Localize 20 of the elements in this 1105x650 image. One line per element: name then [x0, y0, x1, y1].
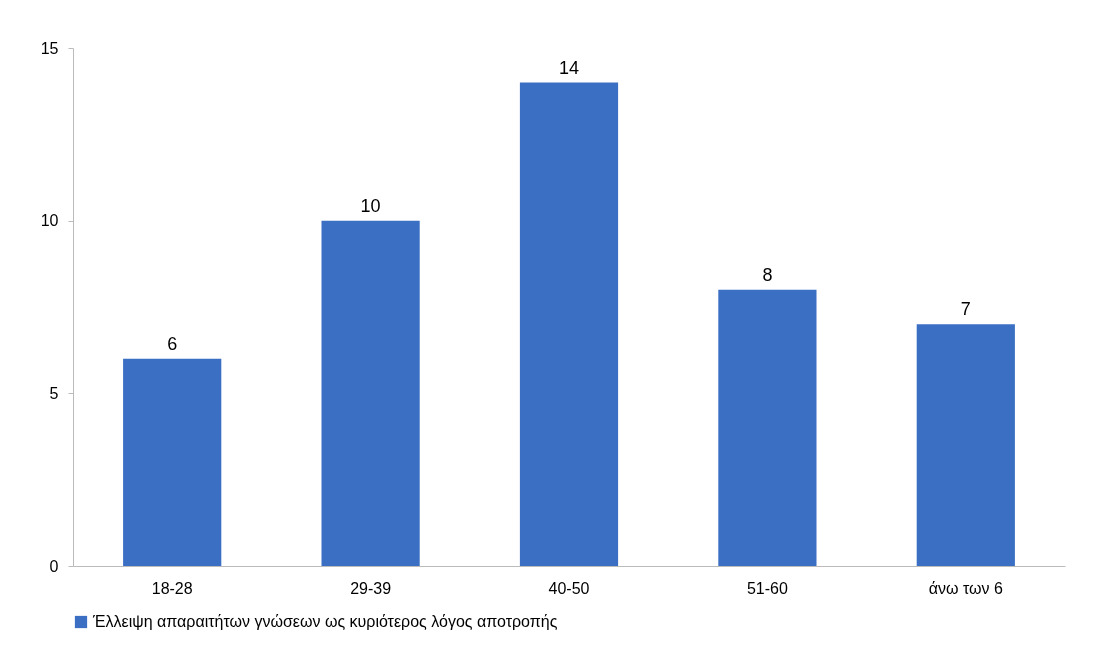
x-tick-label: 51-60 [746, 579, 788, 597]
data-label: 10 [360, 195, 381, 216]
x-tick-label: 18-28 [151, 579, 193, 597]
y-tick-label: 15 [40, 39, 59, 57]
legend-label: Έλλειψη απαραιτήτων γνώσεων ως κυριότερος λόγος αποτροπής [92, 613, 558, 630]
bar [519, 82, 619, 566]
y-tick-label: 5 [49, 384, 59, 402]
bar [321, 220, 420, 566]
x-tick-label: 29-39 [350, 579, 392, 597]
y-tick-label: 10 [40, 212, 59, 230]
data-label: 8 [762, 264, 773, 285]
x-tick-label: 40-50 [548, 579, 590, 597]
bar [916, 324, 1015, 566]
data-label: 14 [558, 57, 580, 78]
y-tick-label: 0 [49, 557, 59, 575]
x-tick-label: άνω των 6 [928, 579, 1003, 597]
data-label: 7 [960, 299, 971, 320]
bar [718, 289, 817, 566]
bar [123, 358, 222, 566]
data-label: 6 [167, 333, 178, 354]
